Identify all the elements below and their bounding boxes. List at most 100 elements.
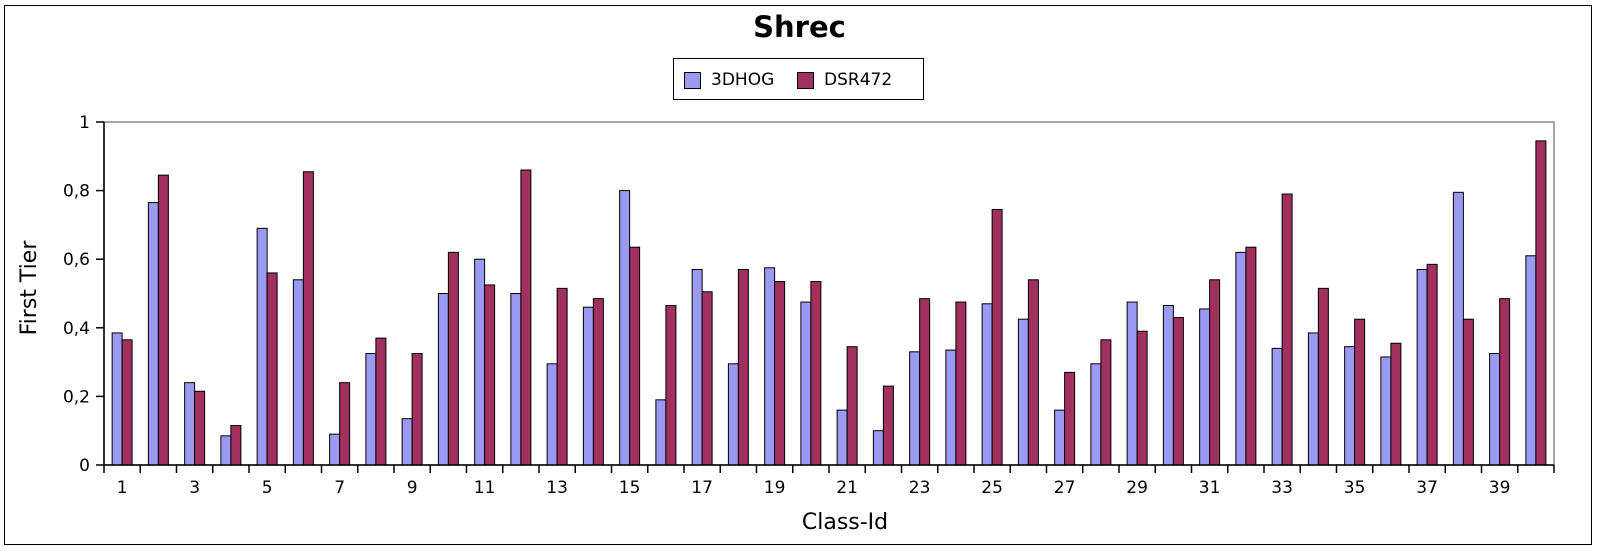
y-tick-label-2: 0,4	[63, 319, 90, 339]
bar-dsr472-29	[1136, 330, 1148, 466]
x-tick-label-11: 11	[474, 478, 496, 498]
x-tick-label-25: 25	[981, 478, 1003, 498]
y-axis-label: First Tier	[17, 240, 42, 336]
legend-label-dsr472: DSR472	[824, 70, 893, 90]
bar-3dhog-3	[184, 382, 196, 466]
bar-3dhog-6	[292, 279, 304, 466]
plot-area: 00,20,40,60,811 3 5 7 9 11 13 15 17 19 21 23 25 27 29 3…	[63, 113, 1555, 498]
bar-3dhog-31	[1199, 308, 1211, 466]
bar-dsr472-1	[121, 339, 133, 466]
bar-dsr472-17	[701, 291, 713, 466]
bar-3dhog-22	[872, 430, 884, 466]
bar-3dhog-26	[1017, 318, 1029, 466]
bar-dsr472-34	[1317, 287, 1329, 466]
bar-3dhog-27	[1054, 409, 1066, 466]
bar-3dhog-15	[619, 190, 631, 466]
bar-dsr472-36	[1390, 342, 1402, 466]
legend-item-dsr472: DSR472	[797, 69, 892, 91]
bar-dsr472-4	[230, 425, 242, 466]
bar-3dhog-11	[474, 258, 486, 466]
bar-dsr472-16	[665, 305, 677, 466]
bar-3dhog-38	[1452, 191, 1464, 466]
bar-dsr472-24	[955, 301, 967, 466]
bar-dsr472-18	[737, 268, 749, 466]
bar-3dhog-18	[727, 363, 739, 466]
bar-dsr472-22	[882, 385, 894, 466]
bar-3dhog-12	[510, 293, 522, 466]
y-tick-label-0: 0	[79, 456, 90, 476]
bar-dsr472-31	[1209, 279, 1221, 466]
x-tick-label-15: 15	[619, 478, 641, 498]
bar-3dhog-40	[1525, 255, 1537, 466]
x-tick-label-13: 13	[546, 478, 568, 498]
bar-dsr472-15	[629, 246, 641, 466]
x-tick-label-27: 27	[1054, 478, 1076, 498]
bar-3dhog-32	[1235, 251, 1247, 466]
bar-3dhog-33	[1271, 347, 1283, 466]
bar-dsr472-25	[991, 208, 1003, 466]
bar-3dhog-9	[401, 418, 413, 466]
x-tick-label-19: 19	[764, 478, 786, 498]
bar-3dhog-20	[800, 301, 812, 466]
bar-dsr472-11	[484, 284, 496, 466]
bar-3dhog-35	[1344, 346, 1356, 466]
bar-3dhog-39	[1489, 353, 1501, 466]
legend: 3DHOG DSR472	[673, 58, 924, 100]
bar-dsr472-26	[1027, 279, 1039, 466]
bar-3dhog-28	[1090, 363, 1102, 466]
bar-3dhog-24	[945, 349, 957, 466]
bar-dsr472-3	[194, 390, 206, 466]
x-tick-label-3: 3	[189, 478, 200, 498]
bar-dsr472-32	[1245, 246, 1257, 466]
bar-3dhog-36	[1380, 356, 1392, 466]
bar-dsr472-6	[302, 171, 314, 466]
x-tick-label-33: 33	[1271, 478, 1293, 498]
bar-3dhog-14	[582, 306, 594, 466]
bar-dsr472-30	[1172, 317, 1184, 466]
y-tick-label-5: 1	[79, 113, 90, 133]
x-tick-label-17: 17	[691, 478, 713, 498]
bar-dsr472-7	[339, 382, 351, 466]
legend-label-3dhog: 3DHOG	[711, 70, 775, 90]
bar-3dhog-2	[147, 202, 159, 466]
bar-3dhog-29	[1126, 301, 1138, 466]
bar-dsr472-20	[810, 280, 822, 466]
bar-dsr472-27	[1064, 371, 1076, 466]
bar-dsr472-21	[846, 346, 858, 466]
y-tick-label-4: 0,8	[63, 182, 90, 202]
bar-dsr472-39	[1499, 298, 1511, 466]
x-tick-label-21: 21	[836, 478, 858, 498]
x-tick-label-7: 7	[334, 478, 345, 498]
bar-3dhog-8	[365, 353, 377, 466]
bar-dsr472-9	[411, 353, 423, 466]
bar-dsr472-12	[520, 169, 532, 466]
bar-3dhog-4	[220, 435, 232, 466]
y-tick-label-1: 0,2	[63, 387, 90, 407]
bar-3dhog-1	[111, 332, 123, 466]
x-tick-label-37: 37	[1416, 478, 1438, 498]
bar-3dhog-34	[1307, 332, 1319, 466]
bar-dsr472-5	[266, 272, 278, 466]
bar-3dhog-23	[909, 351, 921, 466]
bar-3dhog-13	[546, 363, 558, 466]
x-tick-label-31: 31	[1199, 478, 1221, 498]
bar-dsr472-10	[447, 251, 459, 466]
bar-3dhog-10	[437, 293, 449, 466]
bar-3dhog-16	[655, 399, 667, 466]
bar-dsr472-38	[1462, 318, 1474, 466]
bar-dsr472-23	[919, 298, 931, 466]
x-tick-label-9: 9	[407, 478, 418, 498]
bar-3dhog-30	[1162, 305, 1174, 466]
x-axis-label: Class-Id	[802, 510, 888, 535]
bar-dsr472-13	[556, 287, 568, 466]
bar-dsr472-37	[1426, 263, 1438, 466]
bar-dsr472-19	[774, 280, 786, 466]
x-tick-label-5: 5	[262, 478, 273, 498]
bar-3dhog-5	[256, 227, 268, 466]
bar-dsr472-28	[1100, 339, 1112, 466]
y-tick-label-3: 0,6	[63, 250, 90, 270]
legend-swatch-3dhog	[684, 71, 701, 89]
x-tick-label-35: 35	[1344, 478, 1366, 498]
bar-dsr472-35	[1354, 318, 1366, 466]
